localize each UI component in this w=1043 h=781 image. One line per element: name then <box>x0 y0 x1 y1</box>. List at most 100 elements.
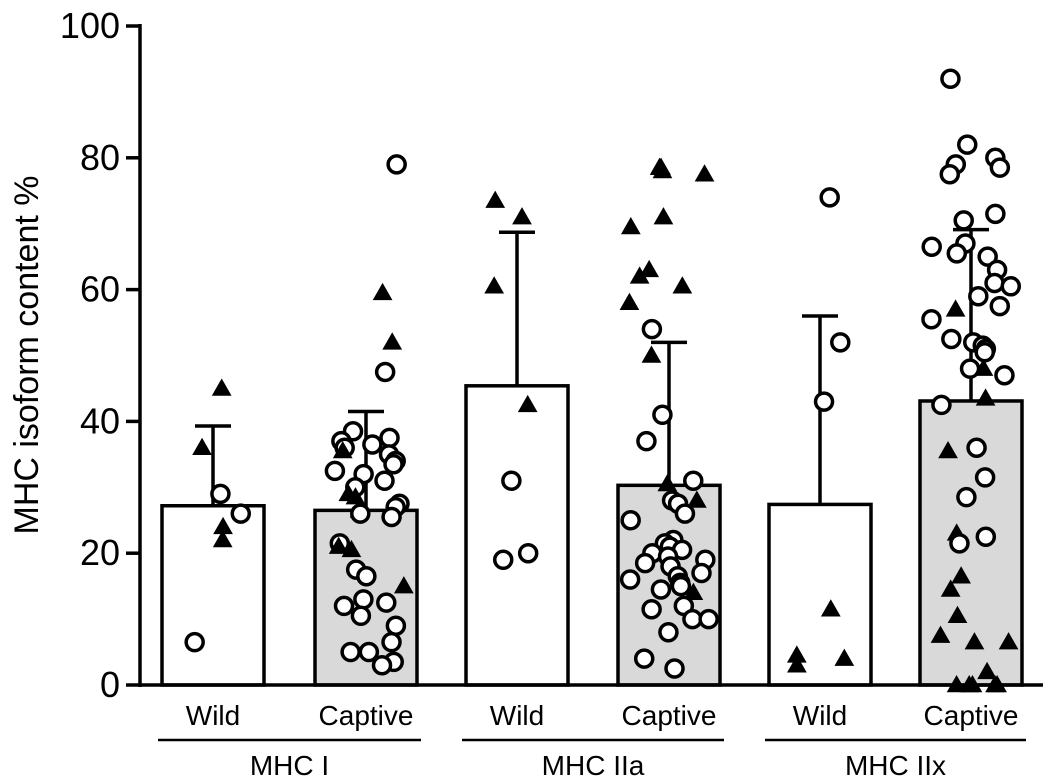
x-tick-label: Wild <box>490 700 544 731</box>
data-point-triangle <box>964 632 985 650</box>
data-point-circle <box>957 134 978 155</box>
data-point-circle <box>210 483 231 505</box>
data-point-circle <box>946 243 968 264</box>
data-point-triangle <box>192 437 212 456</box>
data-point-triangle <box>672 276 693 294</box>
data-point-circle <box>939 164 961 185</box>
data-point-triangle <box>940 579 961 597</box>
data-point-triangle <box>686 490 707 508</box>
data-point-circle <box>379 427 400 449</box>
data-point-circle <box>381 506 402 528</box>
data-point-triangle <box>945 299 966 317</box>
data-point-triangle <box>834 648 855 666</box>
data-point-circle <box>953 210 974 231</box>
data-point-circle <box>356 566 377 587</box>
data-point-triangle <box>517 394 538 413</box>
data-point-circle <box>921 236 942 258</box>
y-tick-label: 80 <box>80 137 120 178</box>
data-point-circle <box>975 526 997 547</box>
y-tick-label: 100 <box>60 5 120 46</box>
data-point-circle <box>956 486 977 508</box>
data-point-triangle <box>393 576 414 594</box>
data-point-triangle <box>212 530 233 548</box>
data-point-circle <box>385 615 407 636</box>
data-point-circle <box>985 203 1006 225</box>
data-point-circle <box>966 437 987 459</box>
data-point-circle <box>650 579 672 600</box>
data-point-circle <box>974 467 996 488</box>
data-point-circle <box>989 295 1011 317</box>
data-point-circle <box>350 503 371 524</box>
data-point-circle <box>931 394 952 416</box>
data-point-circle <box>819 187 840 208</box>
data-point-circle <box>376 592 397 613</box>
data-point-triangle <box>512 207 532 225</box>
data-point-circle <box>940 68 961 89</box>
data-point-circle <box>830 332 851 353</box>
data-point-circle <box>641 598 662 620</box>
data-point-circle <box>374 361 396 383</box>
data-point-circle <box>333 595 355 617</box>
data-point-circle <box>968 285 989 307</box>
x-tick-label: Wild <box>186 700 240 731</box>
data-point-triangle <box>930 625 951 643</box>
data-point-circle <box>371 654 393 676</box>
data-point-circle <box>374 470 395 491</box>
data-point-circle <box>974 341 996 363</box>
x-tick-label: Captive <box>622 700 717 731</box>
data-point-triangle <box>345 487 366 505</box>
data-point-triangle <box>951 566 971 584</box>
data-point-triangle <box>372 282 393 301</box>
data-point-circle <box>386 154 407 175</box>
data-point-circle <box>977 246 998 267</box>
data-point-triangle <box>484 276 505 294</box>
data-point-triangle <box>341 539 362 558</box>
data-point-triangle <box>975 388 996 406</box>
data-point-circle <box>324 460 346 482</box>
data-point-circle <box>989 157 1011 178</box>
data-point-circle <box>184 631 205 653</box>
y-tick-label: 40 <box>80 400 120 441</box>
data-point-triangle <box>947 605 968 624</box>
data-point-triangle <box>787 655 807 673</box>
error-bars-layer <box>195 227 989 511</box>
data-point-triangle <box>485 190 506 208</box>
data-point-circle <box>383 453 404 475</box>
data-point-circle <box>230 503 252 524</box>
data-point-circle <box>636 430 657 452</box>
data-point-triangle <box>639 259 660 278</box>
data-point-circle <box>652 404 673 426</box>
data-point-triangle <box>998 632 1019 650</box>
data-point-circle <box>381 631 402 653</box>
data-point-triangle <box>211 378 232 396</box>
data-point-triangle <box>973 358 994 376</box>
data-point-circle <box>984 272 1005 294</box>
data-point-triangle <box>694 164 715 182</box>
data-point-circle <box>670 575 692 597</box>
data-point-circle <box>517 542 539 564</box>
data-point-circle <box>921 309 942 330</box>
data-point-triangle <box>977 661 997 680</box>
data-point-circle <box>682 608 703 630</box>
bar-mhc-iix-wild <box>767 502 873 687</box>
data-point-circle <box>620 510 641 531</box>
data-point-triangle <box>653 207 674 225</box>
data-point-circle <box>350 605 372 627</box>
data-point-circle <box>664 658 685 679</box>
data-point-circle <box>358 641 380 663</box>
data-point-triangle <box>382 332 403 350</box>
y-axis-label: MHC isoform content % <box>8 176 46 535</box>
bar-mhc-iia-wild <box>464 384 570 687</box>
x-tick-label: Captive <box>319 700 414 731</box>
data-point-triangle <box>657 473 678 492</box>
data-point-circle <box>492 549 514 571</box>
axes-layer: Wild Captive MHC I Wild Captive MHC IIa Wild Ca… <box>60 5 1043 781</box>
data-point-circle <box>634 552 656 574</box>
y-tick-label: 0 <box>100 664 120 705</box>
data-point-triangle <box>652 160 673 179</box>
data-point-circle <box>1000 276 1022 297</box>
group-label: MHC I <box>250 750 329 781</box>
data-point-circle <box>674 503 696 524</box>
bars-layer <box>160 384 1024 687</box>
